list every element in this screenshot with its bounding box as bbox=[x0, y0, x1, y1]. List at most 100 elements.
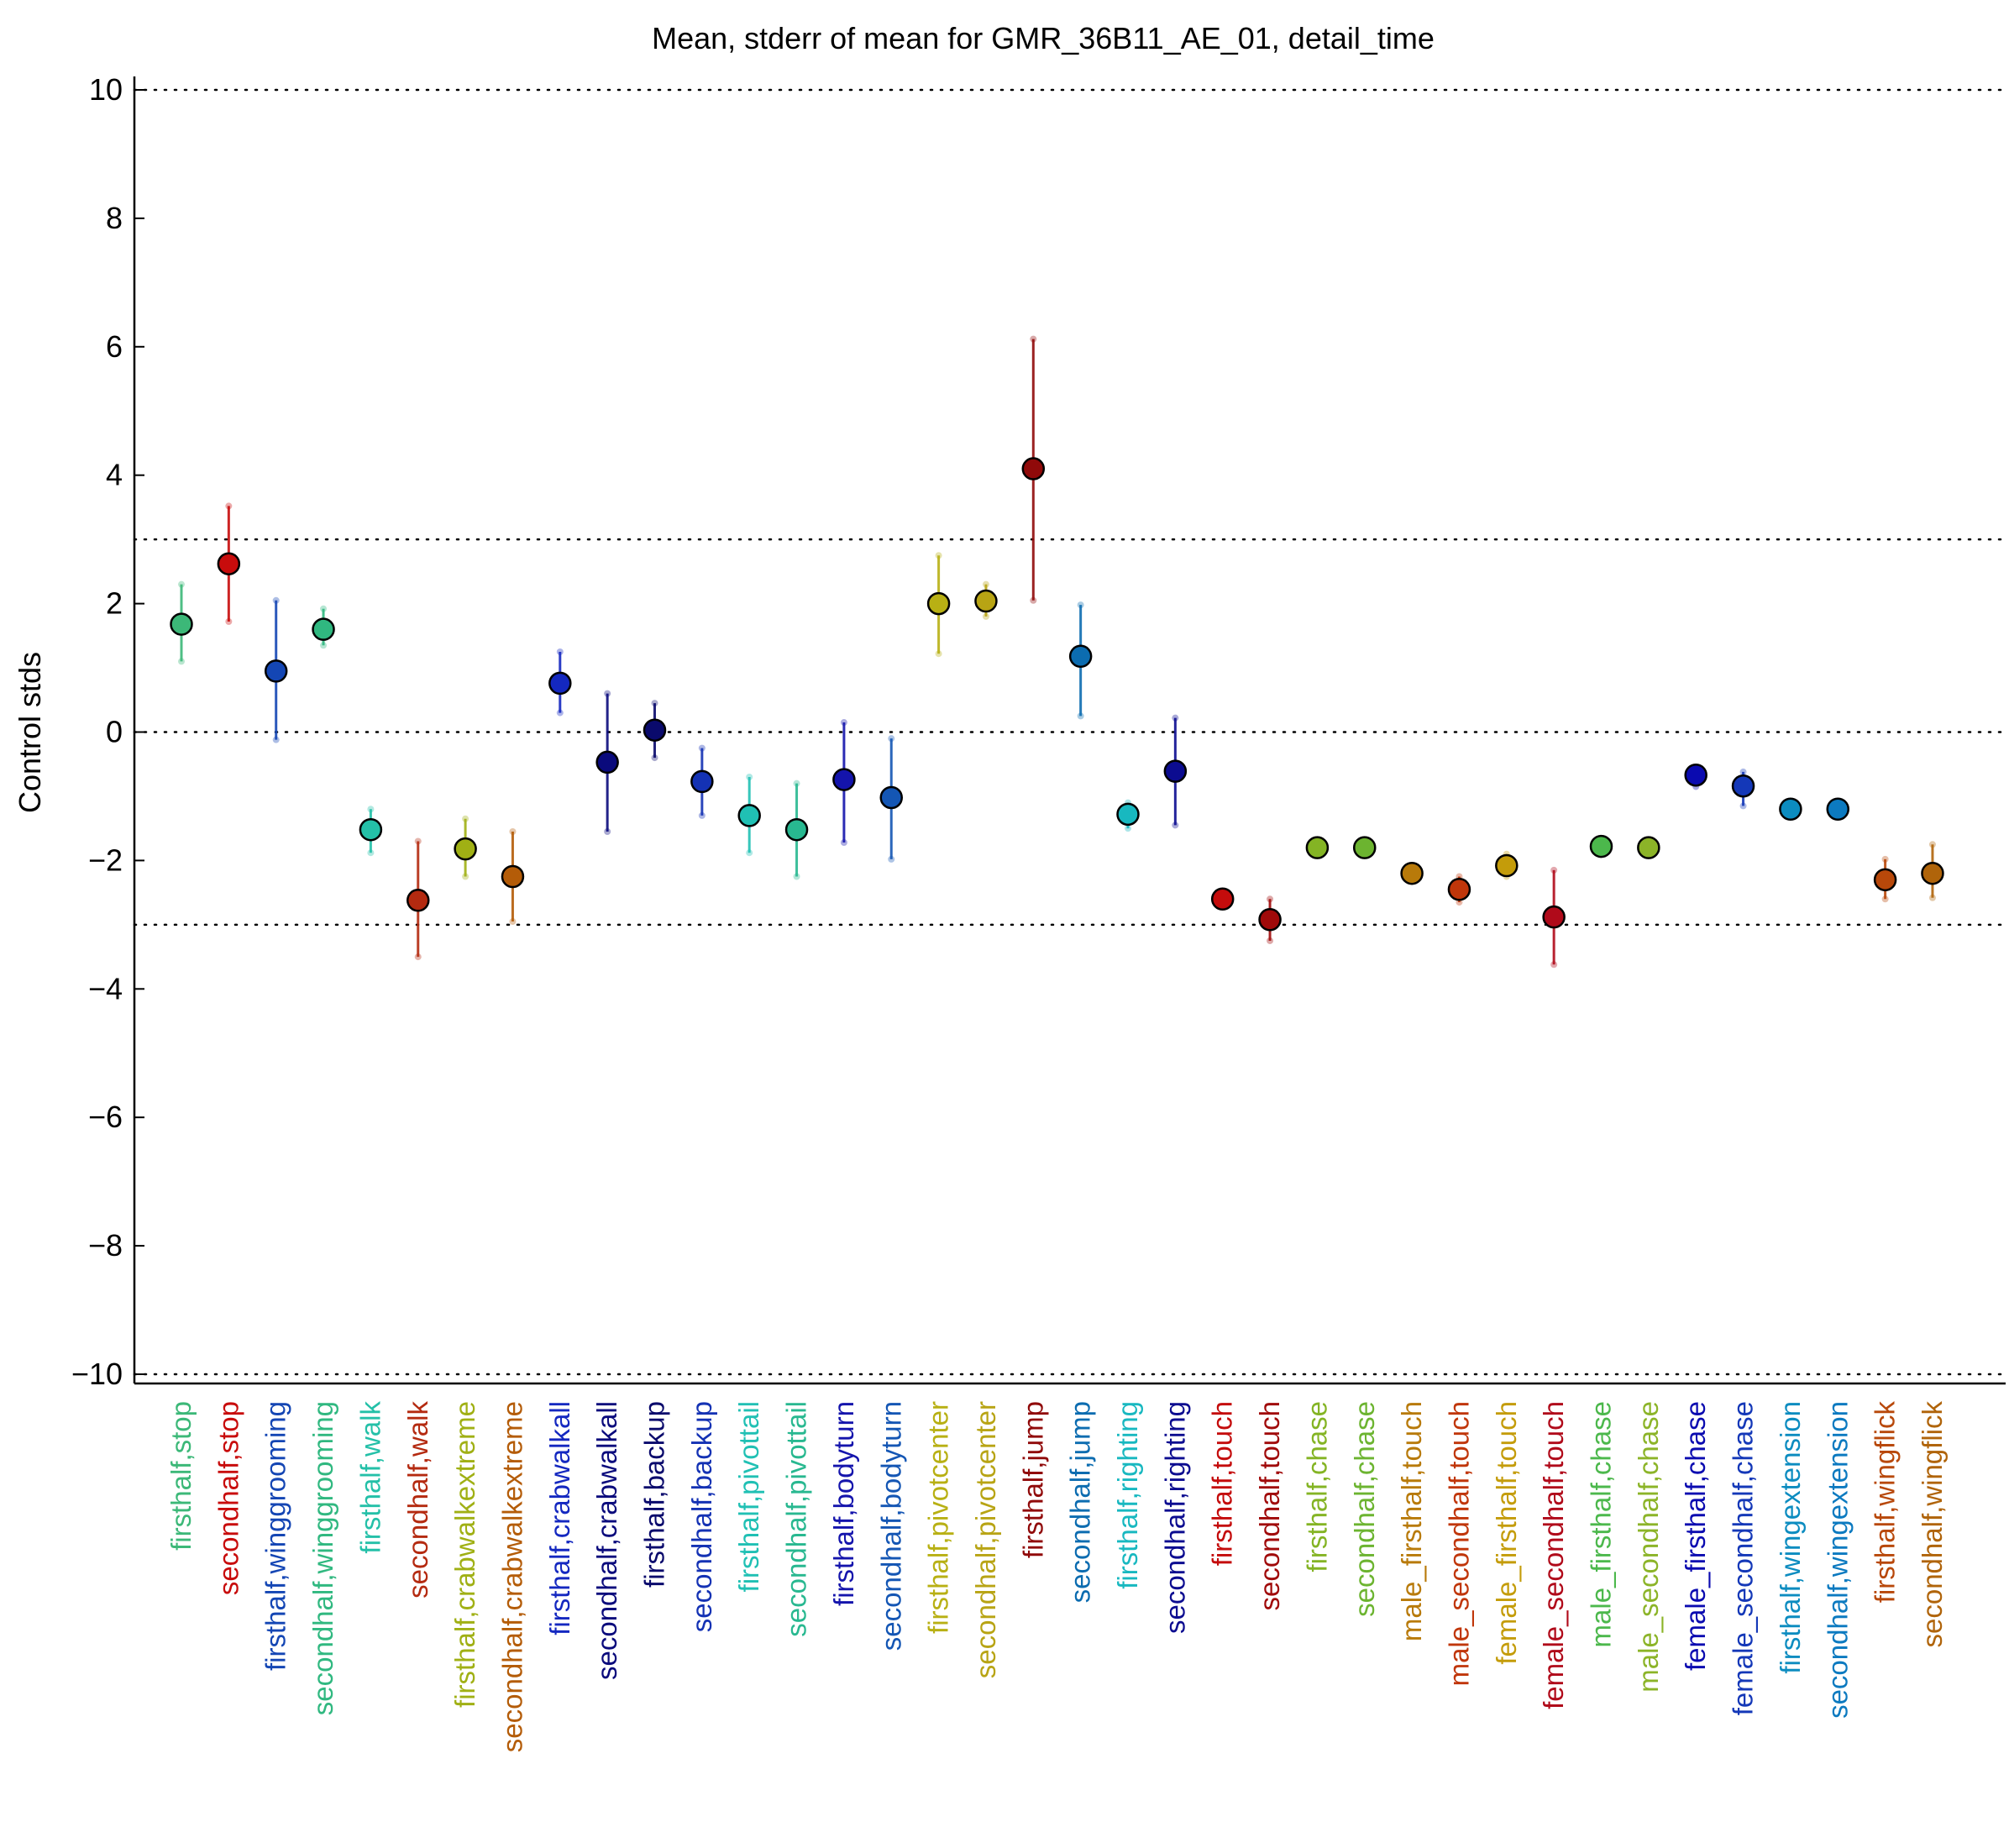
category-label: secondhalf,walk bbox=[402, 1401, 433, 1599]
y-tick-label: 4 bbox=[106, 458, 123, 492]
x-tick-labels: firsthalf,stop secondhalf,stop firsthalf,w… bbox=[165, 1401, 1948, 1753]
error-bar-cap-low bbox=[698, 811, 706, 819]
error-bar-cap-low bbox=[1172, 822, 1179, 829]
category-label: firsthalf,wingflick bbox=[1870, 1401, 1901, 1604]
error-bar-cap-high bbox=[462, 815, 469, 822]
category-label: firsthalf,jump bbox=[1017, 1401, 1048, 1558]
category-label: secondhalf,backup bbox=[686, 1401, 717, 1632]
mean-point bbox=[454, 837, 477, 861]
error-bar-cap-low bbox=[1125, 825, 1131, 832]
category-label: male_firsthalf,chase bbox=[1586, 1401, 1617, 1647]
mean-point bbox=[1163, 759, 1188, 783]
y-tick-label: 8 bbox=[106, 201, 123, 235]
category-label: firsthalf,crabwalkextreme bbox=[449, 1401, 480, 1708]
category-label: secondhalf,chase bbox=[1349, 1401, 1380, 1617]
error-bar-cap-high bbox=[888, 735, 895, 743]
category-label: secondhalf,stop bbox=[212, 1401, 244, 1595]
mean-point bbox=[1068, 644, 1093, 669]
y-tick-label: −10 bbox=[71, 1357, 123, 1391]
category-label: secondhalf,winggrooming bbox=[307, 1401, 338, 1715]
mean-point bbox=[737, 804, 761, 827]
y-axis-label: Control stds bbox=[13, 652, 47, 813]
category-label: firsthalf,backup bbox=[639, 1401, 670, 1588]
mean-point bbox=[643, 718, 667, 742]
data-points bbox=[170, 457, 1944, 932]
error-bar-cap-low bbox=[509, 918, 517, 926]
mean-point bbox=[1731, 774, 1755, 798]
mean-point bbox=[1400, 861, 1424, 885]
category-label: firsthalf,walk bbox=[354, 1401, 386, 1554]
y-tick-label: −6 bbox=[88, 1100, 123, 1134]
category-label: secondhalf,pivottail bbox=[781, 1401, 812, 1637]
category-label: secondhalf,bodyturn bbox=[875, 1401, 906, 1651]
mean-point bbox=[1826, 797, 1849, 821]
category-label: secondhalf,righting bbox=[1159, 1401, 1190, 1634]
mean-point bbox=[1210, 887, 1235, 911]
mean-point bbox=[926, 591, 951, 616]
y-tick-label: 2 bbox=[106, 586, 123, 621]
error-bar-cap-high bbox=[1550, 866, 1558, 874]
y-tick-label: 10 bbox=[89, 72, 123, 107]
category-label: male_secondhalf,touch bbox=[1443, 1401, 1474, 1686]
category-label: secondhalf,wingextension bbox=[1822, 1401, 1853, 1719]
chart-title: Mean, stderr of mean for GMR_36B11_AE_01… bbox=[652, 21, 1435, 55]
category-label: firsthalf,righting bbox=[1112, 1401, 1143, 1589]
mean-point bbox=[1447, 878, 1471, 901]
error-bar-cap-high bbox=[509, 827, 517, 835]
category-label: secondhalf,wingflick bbox=[1917, 1401, 1948, 1648]
y-tick-label: 6 bbox=[106, 329, 123, 364]
mean-point bbox=[832, 768, 856, 791]
error-bar-cap-low bbox=[604, 827, 611, 835]
category-label: secondhalf,crabwalkall bbox=[591, 1401, 622, 1680]
mean-point bbox=[1542, 905, 1566, 929]
error-bar-cap-high bbox=[225, 502, 233, 510]
error-bar-cap-low bbox=[651, 754, 658, 762]
category-label: firsthalf,wingextension bbox=[1775, 1401, 1806, 1674]
error-bar-cap-low bbox=[1077, 712, 1084, 720]
category-label: secondhalf,pivotcenter bbox=[970, 1401, 1001, 1678]
mean-point bbox=[1637, 836, 1660, 859]
mean-point bbox=[1021, 457, 1046, 480]
mean-point bbox=[1495, 853, 1519, 878]
error-bar-cap-low bbox=[272, 736, 280, 743]
mean-point bbox=[1305, 836, 1330, 859]
error-bar-cap-low bbox=[1550, 961, 1558, 969]
error-bar-cap-high bbox=[1077, 601, 1084, 609]
error-bar-cap-high bbox=[1739, 768, 1747, 775]
error-bar-cap-low bbox=[746, 849, 753, 857]
error-bar-cap-low bbox=[1739, 802, 1747, 810]
mean-point bbox=[359, 817, 383, 842]
y-tick-label: −4 bbox=[88, 971, 123, 1005]
error-bar-cap-high bbox=[604, 690, 611, 697]
error-bar-cap-high bbox=[935, 552, 942, 559]
error-bar-cap-low bbox=[320, 642, 328, 649]
category-label: firsthalf,touch bbox=[1207, 1401, 1238, 1566]
mean-point bbox=[312, 617, 335, 641]
mean-point bbox=[595, 750, 619, 774]
error-bar-cap-high bbox=[556, 648, 564, 655]
error-bar-cap-high bbox=[746, 774, 753, 781]
axes bbox=[133, 76, 2006, 1385]
mean-point bbox=[501, 864, 525, 889]
error-bar-cap-high bbox=[1267, 895, 1274, 903]
mean-point bbox=[217, 552, 241, 575]
y-ticks: 10 8 6 4 2 0 −2 −4 −6 −8 −10 bbox=[71, 72, 144, 1391]
error-bar-cap-low bbox=[1928, 894, 1936, 901]
category-label: firsthalf,winggrooming bbox=[260, 1401, 291, 1671]
error-bar-cap-low bbox=[178, 658, 185, 665]
category-label: female_firsthalf,chase bbox=[1680, 1401, 1711, 1671]
error-bar-cap-high bbox=[840, 719, 847, 727]
error-bar-cap-low bbox=[1881, 895, 1889, 903]
error-bar-cap-high bbox=[1881, 855, 1889, 863]
error-bar-cap-high bbox=[698, 744, 706, 752]
mean-point bbox=[1921, 861, 1944, 885]
category-label: male_secondhalf,chase bbox=[1633, 1401, 1664, 1693]
mean-point bbox=[784, 817, 809, 842]
reference-lines bbox=[133, 88, 2007, 1376]
error-bar-cap-low bbox=[556, 709, 564, 717]
error-bar-cap-high bbox=[320, 605, 328, 612]
error-bar-cap-high bbox=[272, 596, 280, 604]
error-bar-cap-low bbox=[367, 849, 375, 857]
category-label: female_firsthalf,touch bbox=[1491, 1401, 1522, 1665]
